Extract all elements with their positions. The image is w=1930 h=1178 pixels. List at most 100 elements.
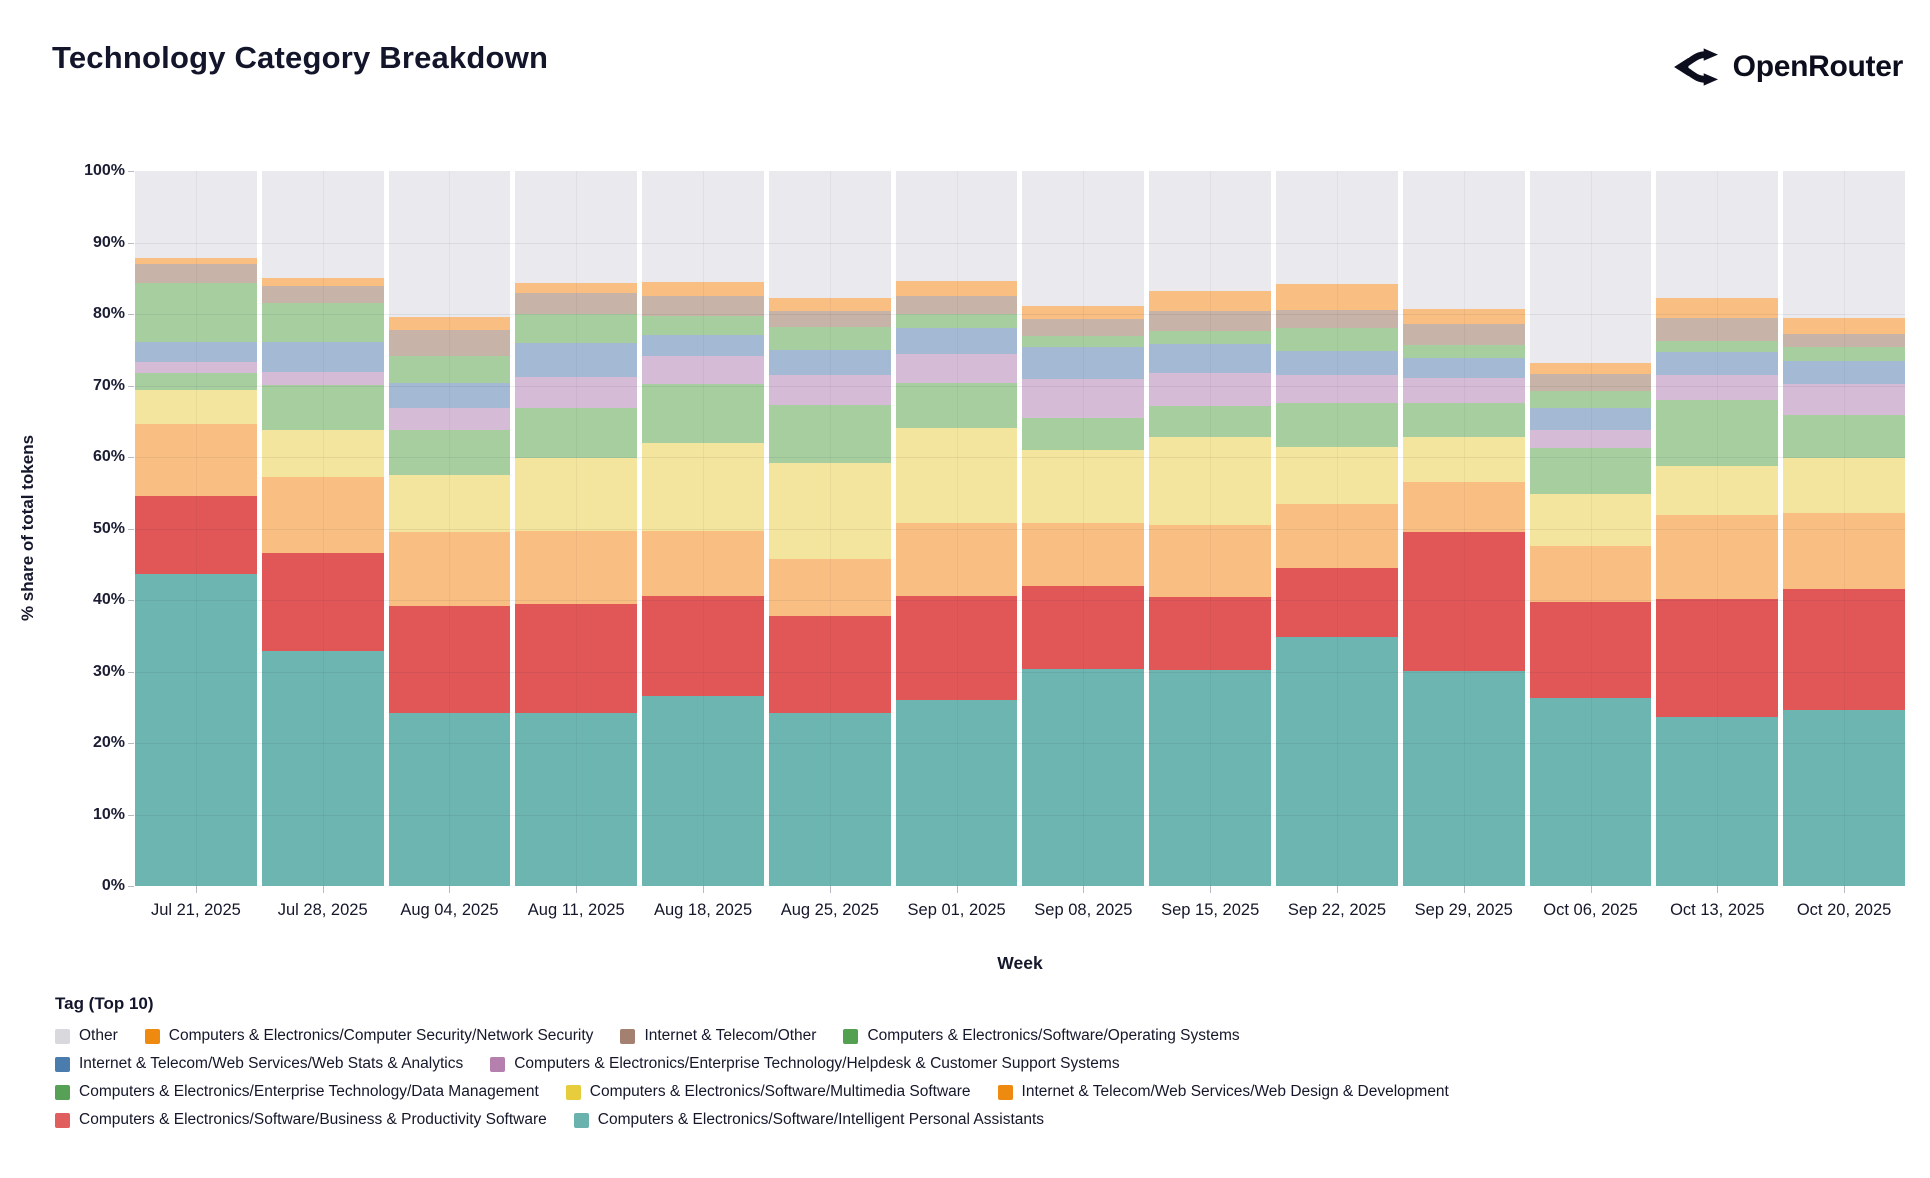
segment-bps[interactable] xyxy=(1276,567,1398,638)
bar-week-3[interactable] xyxy=(388,171,511,886)
segment-ito[interactable] xyxy=(1276,310,1398,329)
segment-other[interactable] xyxy=(1529,171,1652,363)
legend-item-mms[interactable]: Computers & Electronics/Software/Multime… xyxy=(565,1083,971,1101)
segment-ito[interactable] xyxy=(1656,318,1779,342)
segment-mms[interactable] xyxy=(261,429,384,478)
segment-ipa[interactable] xyxy=(1022,669,1145,886)
segment-mms[interactable] xyxy=(1529,494,1652,546)
segment-dm[interactable] xyxy=(642,384,764,443)
segment-wsa[interactable] xyxy=(1402,357,1525,378)
bar-week-11[interactable] xyxy=(1402,171,1525,886)
segment-ns[interactable] xyxy=(1149,291,1272,311)
segment-mms[interactable] xyxy=(895,428,1018,523)
segment-hcs[interactable] xyxy=(1529,429,1652,449)
segment-ns[interactable] xyxy=(515,283,638,294)
segment-ito[interactable] xyxy=(768,311,891,327)
segment-mms[interactable] xyxy=(515,457,638,531)
segment-wdd[interactable] xyxy=(1402,482,1525,533)
segment-bps[interactable] xyxy=(1783,588,1905,711)
segment-wdd[interactable] xyxy=(135,424,257,496)
segment-dm[interactable] xyxy=(895,383,1018,429)
segment-ipa[interactable] xyxy=(642,695,764,886)
segment-dm[interactable] xyxy=(1529,448,1652,495)
segment-ns[interactable] xyxy=(642,281,764,297)
segment-os[interactable] xyxy=(388,356,511,384)
segment-wsa[interactable] xyxy=(1022,346,1145,380)
segment-os[interactable] xyxy=(515,314,638,344)
segment-ito[interactable] xyxy=(1402,324,1525,345)
segment-wsa[interactable] xyxy=(768,349,891,375)
segment-os[interactable] xyxy=(895,314,1018,329)
legend-item-hcs[interactable]: Computers & Electronics/Enterprise Techn… xyxy=(490,1055,1120,1073)
segment-other[interactable] xyxy=(1656,171,1779,298)
segment-bps[interactable] xyxy=(135,495,257,574)
legend-item-wdd[interactable]: Internet & Telecom/Web Services/Web Desi… xyxy=(997,1083,1449,1101)
segment-mms[interactable] xyxy=(1783,458,1905,513)
segment-ns[interactable] xyxy=(1783,318,1905,335)
segment-ito[interactable] xyxy=(135,264,257,284)
segment-mms[interactable] xyxy=(1022,449,1145,523)
segment-mms[interactable] xyxy=(135,389,257,425)
segment-os[interactable] xyxy=(1529,391,1652,409)
bar-week-9[interactable] xyxy=(1149,171,1272,886)
segment-dm[interactable] xyxy=(1402,402,1525,438)
bar-week-14[interactable] xyxy=(1783,171,1905,886)
segment-ipa[interactable] xyxy=(1783,710,1905,886)
segment-os[interactable] xyxy=(261,303,384,342)
segment-wsa[interactable] xyxy=(515,343,638,377)
segment-ipa[interactable] xyxy=(1149,670,1272,886)
segment-bps[interactable] xyxy=(1656,599,1779,717)
segment-other[interactable] xyxy=(1783,171,1905,319)
segment-hcs[interactable] xyxy=(261,371,384,385)
bar-week-6[interactable] xyxy=(768,171,891,886)
segment-wsa[interactable] xyxy=(261,341,384,372)
segment-dm[interactable] xyxy=(261,384,384,430)
segment-os[interactable] xyxy=(1022,336,1145,347)
segment-os[interactable] xyxy=(1402,344,1525,358)
segment-wsa[interactable] xyxy=(895,328,1018,355)
segment-other[interactable] xyxy=(135,171,257,259)
segment-other[interactable] xyxy=(1022,171,1145,307)
segment-dm[interactable] xyxy=(1656,399,1779,466)
segment-hcs[interactable] xyxy=(895,354,1018,384)
segment-os[interactable] xyxy=(1276,328,1398,352)
segment-ito[interactable] xyxy=(895,296,1018,315)
segment-ns[interactable] xyxy=(135,258,257,264)
segment-ipa[interactable] xyxy=(135,573,257,886)
segment-wsa[interactable] xyxy=(388,383,511,409)
segment-ipa[interactable] xyxy=(1276,637,1398,886)
segment-ns[interactable] xyxy=(1402,309,1525,325)
segment-mms[interactable] xyxy=(1276,447,1398,504)
bar-week-2[interactable] xyxy=(261,171,384,886)
segment-other[interactable] xyxy=(515,171,638,284)
segment-os[interactable] xyxy=(642,316,764,335)
segment-hcs[interactable] xyxy=(1783,384,1905,415)
segment-bps[interactable] xyxy=(388,605,511,713)
segment-wdd[interactable] xyxy=(895,522,1018,597)
segment-os[interactable] xyxy=(135,283,257,342)
segment-ns[interactable] xyxy=(1022,306,1145,320)
segment-ito[interactable] xyxy=(1529,374,1652,392)
segment-bps[interactable] xyxy=(768,615,891,713)
segment-wdd[interactable] xyxy=(768,559,891,616)
segment-mms[interactable] xyxy=(388,474,511,533)
bar-week-1[interactable] xyxy=(135,171,257,886)
segment-wsa[interactable] xyxy=(1783,360,1905,385)
segment-ito[interactable] xyxy=(388,329,511,357)
segment-mms[interactable] xyxy=(642,442,764,532)
segment-wdd[interactable] xyxy=(261,477,384,553)
segment-ns[interactable] xyxy=(895,281,1018,297)
segment-hcs[interactable] xyxy=(1149,372,1272,406)
segment-wdd[interactable] xyxy=(515,530,638,605)
bar-week-8[interactable] xyxy=(1022,171,1145,886)
segment-bps[interactable] xyxy=(515,604,638,713)
segment-other[interactable] xyxy=(1149,171,1272,292)
segment-ipa[interactable] xyxy=(1529,697,1652,886)
segment-bps[interactable] xyxy=(1022,585,1145,670)
segment-os[interactable] xyxy=(1149,330,1272,345)
segment-other[interactable] xyxy=(642,171,764,282)
bar-week-12[interactable] xyxy=(1529,171,1652,886)
segment-ito[interactable] xyxy=(1783,334,1905,347)
segment-ns[interactable] xyxy=(388,316,511,330)
segment-ipa[interactable] xyxy=(768,712,891,886)
